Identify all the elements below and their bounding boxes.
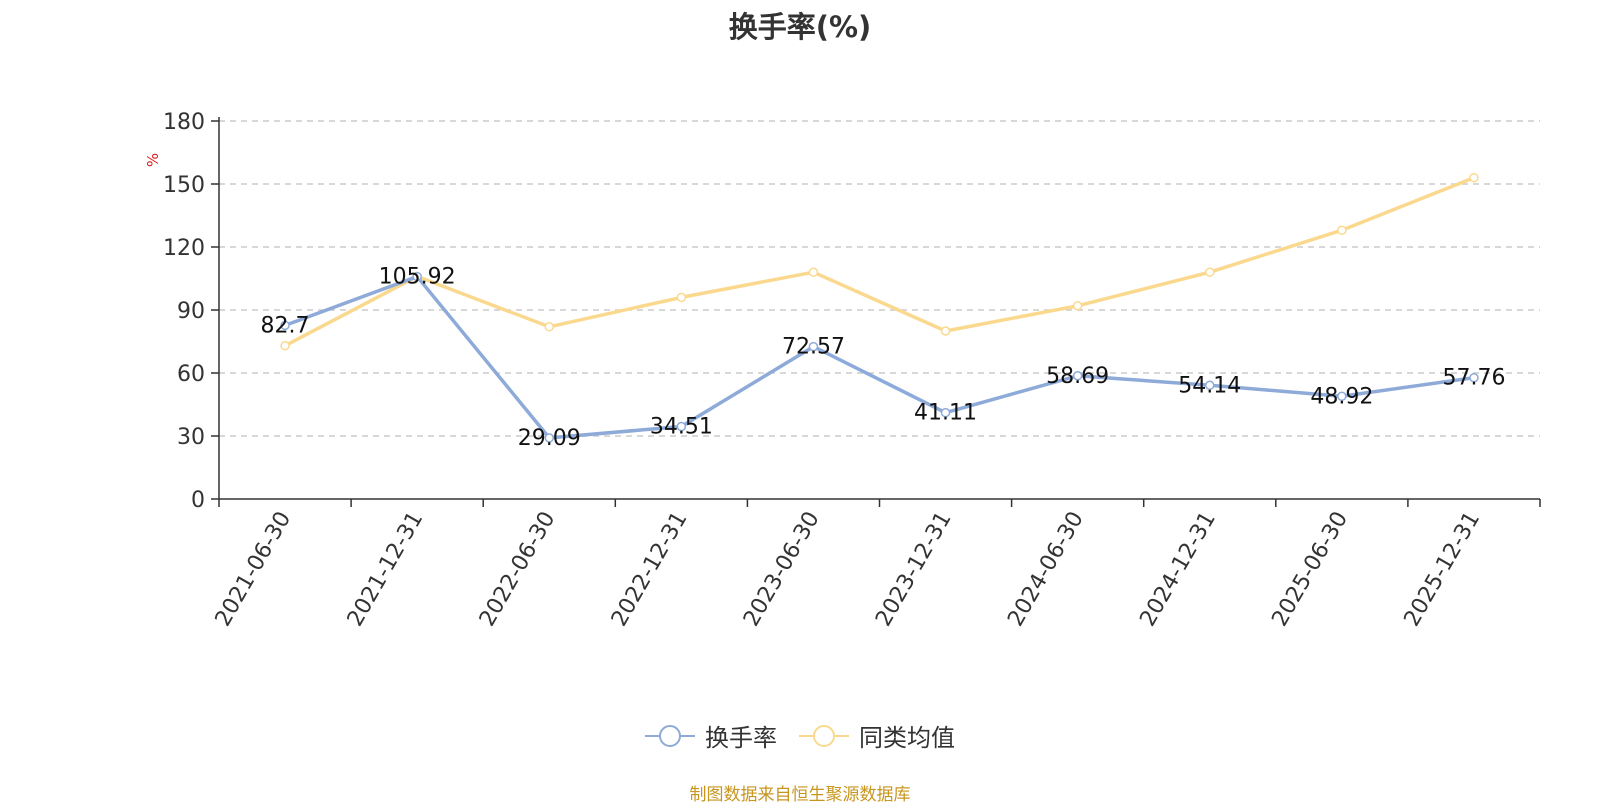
chart-title: 换手率(%) [728, 10, 872, 44]
data-label: 41.11 [914, 401, 977, 426]
legend: 换手率 同类均值 [0, 718, 1600, 753]
series-line-0 [284, 274, 1475, 440]
data-point [1337, 391, 1347, 402]
data-label: 29.09 [518, 426, 581, 451]
x-tick-label: 2024-06-30 [1003, 508, 1089, 631]
data-point [280, 320, 290, 331]
x-tick-label: 2021-06-30 [211, 508, 297, 631]
data-point [1205, 380, 1215, 391]
data-point [1469, 372, 1479, 383]
x-tick-label: 2024-12-31 [1135, 508, 1221, 631]
x-tick-label: 2025-06-30 [1267, 508, 1353, 631]
x-tick-label: 2023-06-30 [739, 508, 825, 631]
x-tick-label: 2025-12-31 [1400, 508, 1486, 631]
legend-item-peer-average[interactable]: 同类均值 [799, 718, 955, 753]
data-label: 54.14 [1178, 373, 1241, 398]
data-label: 72.57 [782, 335, 845, 360]
legend-turnover-icon [645, 724, 695, 747]
data-point [676, 421, 687, 432]
x-tick-label: 2022-06-30 [475, 508, 561, 631]
x-tick-label: 2021-12-31 [343, 508, 429, 631]
data-point [544, 433, 554, 443]
series-lines [280, 172, 1479, 443]
data-label: 105.92 [379, 265, 456, 290]
data-point [1205, 267, 1215, 277]
data-point [940, 326, 951, 336]
y-tick-label: 120 [163, 236, 205, 261]
data-point [940, 407, 951, 418]
data-point [808, 267, 819, 277]
data-point [1469, 172, 1479, 183]
x-tick-label: 2022-12-31 [607, 508, 693, 631]
source-note: 制图数据来自恒生聚源数据库 [689, 785, 911, 805]
data-point [1072, 301, 1083, 311]
data-labels: 82.7 105.92 29.09 34.51 72.57 41.11 58.69 54.14… [261, 265, 1506, 451]
legend-peer-average-icon [799, 724, 849, 747]
y-tick-label: 90 [177, 299, 205, 324]
data-label: 34.51 [650, 415, 713, 440]
data-point [544, 322, 554, 332]
data-point [280, 340, 290, 351]
data-point [1072, 371, 1083, 381]
y-tick-label: 180 [163, 110, 205, 135]
y-axis-unit-label: % [144, 153, 162, 167]
y-tick-label: 30 [177, 425, 205, 450]
data-label: 82.7 [261, 313, 310, 338]
data-point [1337, 225, 1347, 235]
data-point [676, 292, 687, 303]
x-tick-label: 2023-12-31 [871, 508, 957, 631]
data-label: 57.76 [1442, 366, 1505, 391]
legend-item-turnover[interactable]: 换手率 [645, 718, 777, 753]
axes: 0 30 60 90 120 150 180 2021-06-30 2021-12-31 2022… [163, 110, 1541, 631]
data-point [808, 341, 819, 352]
y-tick-label: 150 [163, 173, 205, 198]
data-label: 58.69 [1046, 364, 1109, 389]
legend-turnover-label: 换手率 [705, 724, 777, 752]
y-tick-label: 0 [191, 488, 205, 513]
data-point [412, 271, 422, 282]
data-label: 48.92 [1310, 384, 1373, 409]
legend-peer-average-label: 同类均值 [859, 724, 955, 752]
grid-lines [219, 120, 1540, 437]
series-line-1 [284, 176, 1475, 348]
y-tick-label: 60 [177, 362, 205, 387]
